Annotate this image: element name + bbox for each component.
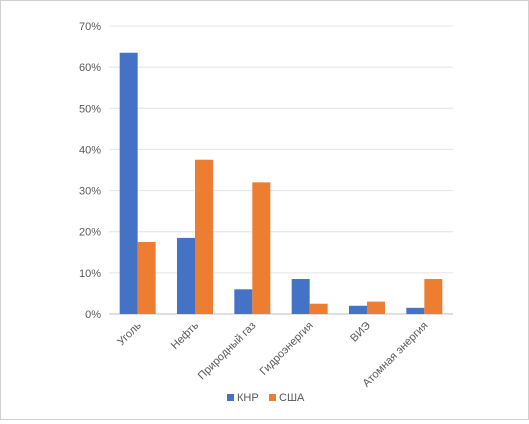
bar-cn — [119, 52, 138, 314]
y-tick-label: 30% — [79, 186, 101, 198]
y-tick-label: 60% — [79, 62, 101, 74]
x-tick-label: Гидроэнергия — [258, 320, 316, 378]
legend-label: США — [279, 392, 305, 404]
bar-us — [252, 182, 271, 314]
bar-cn — [406, 307, 425, 314]
bar-cn — [291, 279, 310, 314]
x-tick-label: Нефть — [169, 319, 201, 351]
y-tick-label: 20% — [79, 227, 101, 239]
legend-item: США — [269, 392, 305, 404]
y-tick-label: 50% — [79, 103, 101, 115]
y-tick-label: 0% — [85, 309, 101, 321]
bar-cn — [349, 305, 367, 314]
bar-us — [367, 301, 385, 314]
bar-us — [309, 303, 328, 314]
legend-label: КНР — [237, 392, 259, 404]
x-tick-label: Природный газ — [196, 320, 259, 383]
y-tick-label: 10% — [79, 268, 101, 280]
bar-us — [137, 242, 156, 314]
bars — [119, 52, 443, 314]
legend: КНР США — [227, 392, 305, 404]
grid-lines — [109, 25, 453, 315]
y-axis-ticks: 0% 10% 20% 30% 40% 50% 60% 70% — [79, 21, 101, 321]
bar-us — [424, 279, 443, 314]
y-tick-label: 70% — [79, 21, 101, 33]
legend-swatch — [269, 394, 276, 401]
bar-cn — [234, 289, 253, 314]
bar-cn — [177, 237, 195, 314]
legend-swatch — [227, 394, 234, 401]
legend-item: КНР — [227, 392, 259, 404]
x-tick-label: ВИЭ — [348, 320, 373, 345]
bar-us — [195, 159, 213, 314]
x-tick-label: Уголь — [115, 319, 144, 348]
y-tick-label: 40% — [79, 144, 101, 156]
